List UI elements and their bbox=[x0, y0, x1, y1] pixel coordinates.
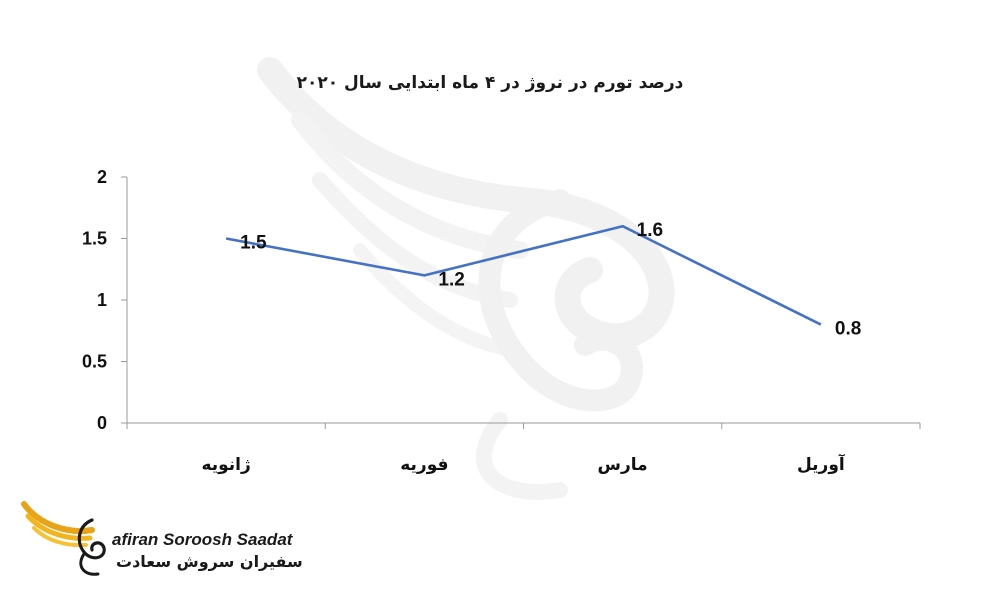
data-label: 1.6 bbox=[637, 220, 663, 241]
y-tick-label: 2 bbox=[97, 167, 107, 187]
brand-name-fa: سفیران سروش سعادت bbox=[116, 552, 303, 571]
data-label: 1.5 bbox=[240, 233, 267, 254]
y-tick-label: 0.5 bbox=[82, 352, 107, 372]
watermark-icon bbox=[257, 57, 675, 500]
y-axis-ticks: 0 0.5 1 1.5 2 bbox=[82, 167, 127, 433]
x-category-label: ژانویه bbox=[201, 455, 250, 475]
y-tick-label: 0 bbox=[97, 413, 107, 433]
series-line bbox=[225, 224, 822, 326]
data-labels: 1.5 1.2 1.6 0.8 bbox=[240, 220, 861, 339]
golden-wing-swan-logo-icon bbox=[21, 501, 106, 576]
brand-logo: afiran Soroosh Saadat سفیران سروش سعادت bbox=[20, 496, 303, 586]
chart-title: درصد تورم در نروژ در ۴ ماه ابتدایی سال ۲… bbox=[297, 73, 684, 93]
chart-axes bbox=[126, 177, 921, 429]
series-group bbox=[225, 224, 822, 326]
x-category-label: فوریه bbox=[400, 455, 448, 475]
data-label: 0.8 bbox=[835, 319, 861, 340]
x-axis-categories: ژانویه فوریه مارس آوریل bbox=[201, 453, 845, 475]
x-category-label: آوریل bbox=[797, 453, 846, 475]
y-tick-label: 1 bbox=[97, 290, 107, 310]
brand-name-en: afiran Soroosh Saadat bbox=[112, 530, 293, 549]
data-label: 1.2 bbox=[438, 269, 464, 290]
y-tick-label: 1.5 bbox=[82, 229, 107, 249]
x-category-label: مارس bbox=[598, 455, 648, 475]
